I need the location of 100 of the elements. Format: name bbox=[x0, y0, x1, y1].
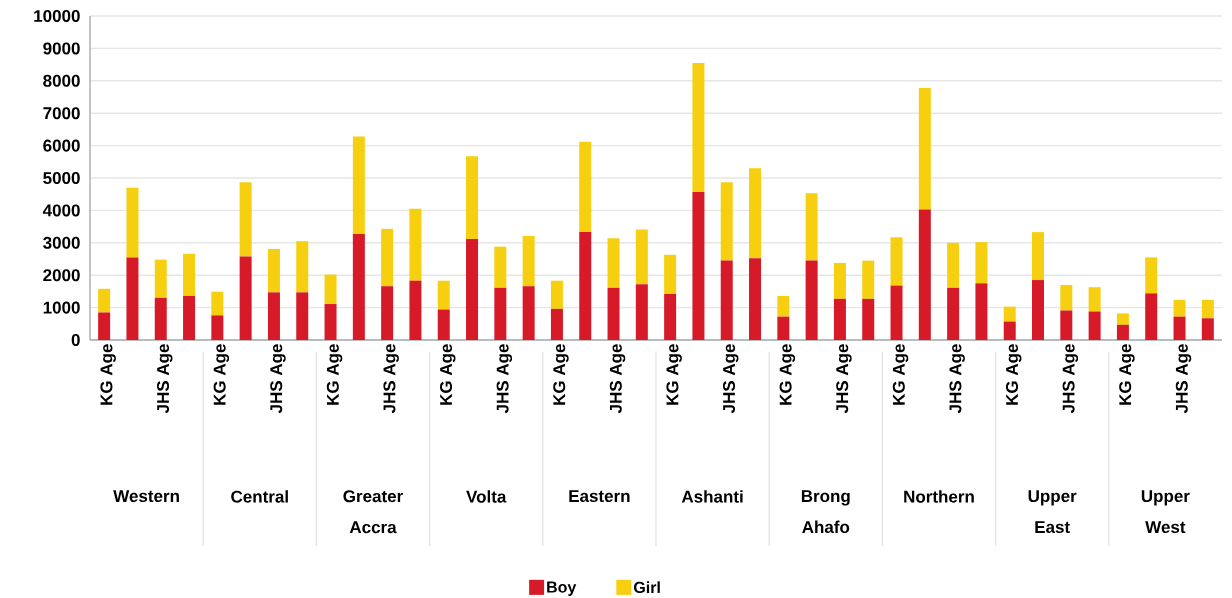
x-tick-label: JHS Age bbox=[722, 344, 739, 414]
bar bbox=[579, 232, 592, 340]
bar bbox=[466, 156, 479, 239]
bar bbox=[211, 315, 224, 340]
bar bbox=[579, 141, 592, 233]
x-tick-label: JHS Age bbox=[383, 344, 399, 414]
bar bbox=[381, 228, 394, 287]
x-tick-label: JHS Age bbox=[270, 344, 286, 414]
legend-label: Boy bbox=[547, 581, 577, 596]
text: Greater Accra bbox=[343, 490, 403, 534]
y-tick-label: 2000 bbox=[43, 269, 80, 282]
bar bbox=[98, 312, 111, 340]
bar bbox=[324, 274, 337, 305]
bar bbox=[862, 260, 875, 299]
bar bbox=[1003, 306, 1016, 322]
text: Eastern bbox=[569, 490, 630, 503]
bar bbox=[239, 256, 252, 340]
bar bbox=[1201, 299, 1214, 319]
bar bbox=[1003, 321, 1016, 340]
bar bbox=[1088, 287, 1101, 312]
bar bbox=[1032, 280, 1045, 340]
bar bbox=[352, 136, 365, 235]
bar bbox=[947, 287, 960, 340]
text: Upper West bbox=[1141, 490, 1190, 534]
bar bbox=[154, 259, 167, 298]
y-tick-label: 3000 bbox=[43, 236, 80, 249]
text: Volta bbox=[466, 490, 507, 503]
bar bbox=[1060, 310, 1073, 340]
x-tick-label: KG Age bbox=[779, 344, 796, 405]
x-tick-label: KG Age bbox=[440, 344, 456, 405]
bar bbox=[918, 87, 931, 210]
x-tick-label: JHS Age bbox=[157, 344, 173, 414]
bar bbox=[975, 242, 988, 284]
bar bbox=[381, 286, 394, 340]
bar bbox=[154, 297, 167, 340]
y-tick-label: 10000 bbox=[34, 9, 80, 23]
bar bbox=[352, 234, 365, 340]
bar bbox=[918, 209, 931, 340]
bar bbox=[183, 253, 196, 296]
bar bbox=[777, 316, 790, 340]
bar bbox=[749, 258, 762, 340]
bar bbox=[1173, 316, 1186, 340]
bar bbox=[522, 236, 535, 287]
bar bbox=[183, 295, 196, 340]
text: Brong Ahafo bbox=[801, 490, 850, 534]
bar bbox=[494, 246, 507, 288]
text: Northern bbox=[904, 490, 974, 503]
bar bbox=[975, 283, 988, 340]
bar bbox=[409, 280, 422, 340]
bar bbox=[607, 238, 620, 288]
bar bbox=[833, 298, 846, 340]
bar bbox=[692, 191, 705, 340]
bar bbox=[267, 292, 280, 340]
bar bbox=[409, 208, 422, 281]
bar bbox=[635, 284, 648, 340]
x-tick-label: JHS Age bbox=[1175, 344, 1192, 414]
bar bbox=[522, 286, 535, 340]
bar bbox=[126, 187, 139, 258]
text: Ashanti bbox=[681, 490, 743, 503]
text: Upper East bbox=[1028, 490, 1077, 534]
y-tick-label: 4000 bbox=[42, 204, 80, 217]
bar bbox=[437, 280, 450, 310]
x-tick-label: KG Age bbox=[892, 344, 909, 405]
x-tick-label: KG Age bbox=[553, 344, 569, 405]
bar bbox=[635, 229, 648, 285]
x-tick-label: KG Age bbox=[100, 344, 116, 405]
bar bbox=[805, 260, 818, 340]
bar bbox=[1032, 232, 1045, 281]
text: Western bbox=[113, 490, 179, 503]
x-tick-label: JHS Age bbox=[949, 344, 965, 414]
bar bbox=[98, 288, 111, 313]
y-tick-label: 0 bbox=[71, 333, 80, 347]
bar bbox=[211, 291, 224, 316]
bar bbox=[890, 237, 903, 286]
y-tick-label: 1000 bbox=[43, 301, 80, 314]
x-tick-label: JHS Age bbox=[496, 344, 513, 414]
bar bbox=[720, 182, 733, 261]
bar bbox=[1060, 284, 1073, 311]
y-tick-label: 7000 bbox=[43, 107, 80, 120]
x-tick-label: KG Age bbox=[1119, 344, 1135, 405]
bar bbox=[1088, 311, 1101, 340]
y-tick-label: 6000 bbox=[43, 139, 80, 152]
bar bbox=[749, 168, 762, 259]
y-tick-label: 9000 bbox=[43, 42, 80, 55]
x-tick-label: KG Age bbox=[1005, 344, 1022, 405]
bar bbox=[664, 254, 677, 294]
text: Central bbox=[231, 490, 288, 503]
bar bbox=[296, 241, 309, 293]
y-tick-label: 8000 bbox=[43, 74, 80, 87]
bar bbox=[324, 304, 337, 340]
bar bbox=[466, 238, 479, 340]
bar bbox=[862, 298, 875, 340]
y-tick-label: 5000 bbox=[43, 171, 80, 185]
bar bbox=[296, 292, 309, 340]
x-tick-label: KG Age bbox=[326, 344, 343, 405]
bar bbox=[692, 62, 705, 192]
x-tick-label: JHS Age bbox=[609, 344, 626, 414]
bar bbox=[1116, 324, 1129, 340]
bar bbox=[550, 308, 563, 340]
bar bbox=[494, 287, 507, 340]
